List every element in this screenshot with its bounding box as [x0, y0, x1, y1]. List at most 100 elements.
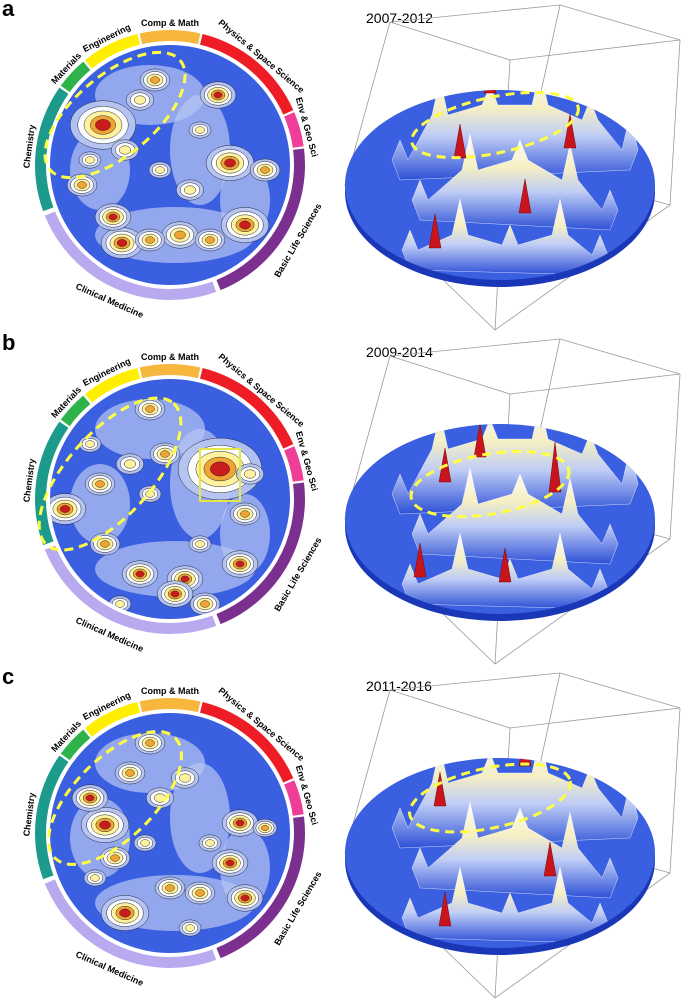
- terrain-ridge: [401, 532, 609, 610]
- density-spike: [428, 213, 442, 249]
- density-peak: [184, 881, 216, 905]
- field-segment: [85, 702, 141, 737]
- field-segment: [139, 364, 201, 379]
- density-peak: [89, 532, 121, 556]
- density-peak: [154, 876, 186, 900]
- field-segment: [60, 61, 91, 93]
- field-segment: [60, 395, 91, 427]
- density-peak: [188, 121, 212, 139]
- density-peak: [149, 442, 181, 466]
- period-label: 2007-2012: [366, 10, 433, 26]
- density-peak: [205, 145, 255, 181]
- terrain-ridge: [401, 198, 609, 276]
- field-segment: [85, 368, 141, 403]
- density-peak: [121, 560, 159, 588]
- density-peak: [221, 550, 259, 578]
- field-segment: [199, 368, 294, 449]
- period-label: 2009-2014: [366, 344, 433, 360]
- density-spike: [548, 441, 562, 493]
- field-segment: [216, 816, 305, 959]
- panel-a: a 2007-2012 Comp & Math Physics & Space S…: [0, 0, 685, 334]
- density-spike: [483, 90, 497, 94]
- density-peak: [134, 228, 166, 252]
- density-peak: [175, 179, 205, 201]
- density-peak: [226, 884, 264, 912]
- density-peak: [156, 580, 194, 608]
- density-spike: [518, 178, 532, 214]
- panel-b: b 2009-2014 Comp & Math Physics & Space S…: [0, 330, 685, 668]
- terrain-ridge: [401, 866, 609, 944]
- field-segment: [216, 148, 305, 291]
- panel-letter: c: [2, 664, 15, 689]
- field-segment: [44, 879, 217, 968]
- period-label: 2011-2016: [366, 678, 432, 694]
- density-peak: [198, 834, 222, 852]
- density-peak: [252, 818, 278, 838]
- field-segment: [139, 29, 201, 45]
- highlight-ellipse: [410, 90, 580, 160]
- highlight-ellipse: [409, 449, 571, 519]
- density-peak: [221, 809, 259, 837]
- terrain-ridge: [411, 467, 619, 565]
- highlight-ellipse: [408, 762, 572, 834]
- density-spike: [563, 113, 577, 149]
- density-peak: [50, 493, 87, 525]
- density-peak: [80, 807, 130, 843]
- panel-letter: b: [2, 330, 16, 355]
- field-segment: [284, 112, 304, 148]
- field-segment: [284, 780, 304, 816]
- highlight-ellipse: [47, 730, 183, 866]
- field-segment: [85, 34, 141, 69]
- panel-c: c 2011-2016 Comp & Math Physics & Space S…: [0, 664, 685, 1002]
- field-segment: [35, 421, 69, 546]
- density-peak: [83, 869, 107, 887]
- density-peak: [188, 535, 212, 553]
- field-segment: [199, 702, 294, 783]
- density-peak: [199, 81, 237, 109]
- field-label: Comp & Math: [141, 352, 199, 362]
- density-region: [170, 95, 230, 205]
- density-map-3d: [344, 4, 681, 331]
- density-map-3d: [344, 672, 681, 999]
- field-segment: [35, 87, 69, 212]
- density-peak: [211, 849, 249, 877]
- density-peak: [99, 846, 131, 870]
- density-peak: [194, 228, 226, 252]
- density-peak: [145, 787, 175, 809]
- density-peak: [166, 565, 204, 593]
- density-peak: [100, 227, 144, 259]
- field-label: Chemistry: [21, 458, 37, 503]
- density-peak: [139, 68, 171, 92]
- density-peak: [115, 453, 145, 475]
- field-segment: [284, 446, 304, 482]
- density-peak: [134, 397, 166, 421]
- density-peak: [235, 463, 265, 485]
- density-peak: [229, 502, 261, 526]
- density-spike: [498, 547, 512, 583]
- density-spike: [413, 542, 427, 578]
- field-segment: [139, 698, 201, 713]
- field-segment: [60, 729, 91, 761]
- density-spike: [433, 771, 447, 807]
- density-peak: [161, 221, 199, 249]
- field-segment: [216, 482, 305, 625]
- density-peak: [78, 435, 102, 453]
- highlight-box: [199, 448, 241, 502]
- density-peak: [114, 761, 146, 785]
- density-peak: [78, 151, 102, 169]
- density-peak: [170, 767, 200, 789]
- density-peak: [71, 784, 109, 812]
- field-segment: [199, 34, 294, 115]
- density-peak: [133, 834, 157, 852]
- density-peak: [69, 100, 137, 150]
- density-spike: [489, 701, 501, 751]
- field-label: Chemistry: [21, 792, 37, 837]
- density-peak: [84, 472, 116, 496]
- field-segment: [35, 755, 69, 880]
- field-segment: [44, 545, 217, 634]
- density-spike: [473, 424, 487, 458]
- density-peak: [134, 731, 166, 755]
